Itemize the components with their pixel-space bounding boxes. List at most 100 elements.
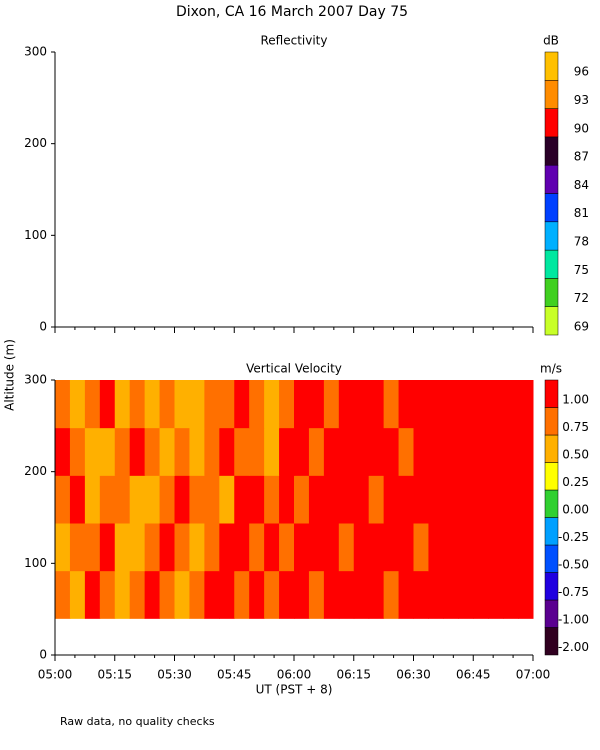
heatmap-cell — [294, 523, 310, 572]
heatmap-cell — [518, 570, 534, 619]
heatmap-cell — [264, 523, 280, 572]
heatmap-cell — [55, 523, 71, 572]
heatmap-cell — [338, 523, 355, 572]
colorbar-label: 96 — [574, 65, 589, 79]
x-tick-label: 05:30 — [157, 668, 192, 682]
heatmap-cell — [55, 380, 71, 429]
heatmap-cell — [264, 570, 280, 619]
colorbar-label: 87 — [574, 150, 589, 164]
heatmap-cell — [383, 475, 400, 524]
heatmap-cell — [264, 475, 280, 524]
heatmap-cell — [338, 427, 355, 476]
heatmap-cell — [294, 427, 310, 476]
heatmap-cell — [249, 427, 265, 476]
heatmap-cell — [413, 475, 429, 524]
heatmap-cell — [84, 475, 101, 524]
heatmap-cell — [159, 523, 175, 572]
heatmap-cell — [159, 427, 175, 476]
heatmap-cell — [114, 427, 131, 476]
heatmap-cell — [279, 523, 295, 572]
heatmap-cell — [219, 570, 235, 619]
x-tick-label: 06:00 — [277, 668, 312, 682]
heatmap-cell — [234, 380, 250, 429]
colorbar-label: 78 — [574, 234, 589, 248]
heatmap-cell — [69, 380, 86, 429]
heatmap-cell — [323, 523, 340, 572]
heatmap-cell — [443, 523, 459, 572]
heatmap-cell — [413, 523, 429, 572]
heatmap-cell — [308, 380, 325, 429]
colorbar-swatch — [544, 517, 559, 546]
colorbar-swatch — [544, 489, 559, 518]
heatmap-cell — [234, 475, 250, 524]
y-tick-label: 200 — [24, 136, 47, 150]
heatmap-cell — [428, 523, 444, 572]
heatmap-cell — [398, 475, 414, 524]
heatmap-cell — [443, 475, 459, 524]
heatmap-cell — [338, 570, 355, 619]
heatmap-cell — [279, 380, 295, 429]
heatmap-cell — [398, 380, 414, 429]
panel-title: Vertical Velocity — [246, 362, 342, 376]
heatmap-cell — [518, 380, 534, 429]
heatmap-cell — [368, 475, 385, 524]
heatmap-cell — [428, 380, 444, 429]
heatmap-cell — [308, 475, 325, 524]
heatmap-cell — [368, 427, 385, 476]
colorbar-label: 93 — [574, 93, 589, 107]
heatmap-cell — [279, 475, 295, 524]
heatmap-cell — [129, 523, 146, 572]
heatmap-cell — [383, 570, 400, 619]
x-tick-label: 05:15 — [97, 668, 132, 682]
heatmap-cell — [249, 523, 265, 572]
heatmap-cell — [114, 380, 131, 429]
heatmap-cell — [174, 427, 190, 476]
heatmap-cell — [129, 570, 146, 619]
heatmap-cell — [458, 523, 474, 572]
colorbar-label: 0.50 — [562, 447, 589, 461]
colorbar-swatch — [544, 434, 559, 463]
colorbar-label: 0.75 — [562, 420, 589, 434]
heatmap-cell — [308, 570, 325, 619]
heatmap-cell — [368, 380, 385, 429]
colorbar-swatch — [544, 379, 559, 408]
colorbar-swatch — [544, 108, 559, 138]
heatmap-cell — [458, 475, 474, 524]
heatmap-cell — [353, 380, 370, 429]
colorbar-swatch — [544, 80, 559, 109]
colorbar-swatch — [544, 136, 559, 166]
heatmap-cell — [383, 523, 400, 572]
y-tick-label: 100 — [24, 228, 47, 242]
heatmap-cell — [219, 380, 235, 429]
x-axis-label: UT (PST + 8) — [256, 683, 333, 697]
colorbar-swatch — [544, 278, 559, 307]
heatmap-cell — [219, 475, 235, 524]
heatmap-cell — [114, 475, 131, 524]
colorbar-title: dB — [543, 34, 559, 48]
heatmap-cell — [55, 475, 71, 524]
heatmap-cell — [114, 570, 131, 619]
heatmap-cell — [428, 475, 444, 524]
heatmap-cell — [159, 570, 175, 619]
heatmap-cell — [294, 570, 310, 619]
heatmap-cell — [473, 570, 489, 619]
heatmap-cell — [204, 570, 220, 619]
y-tick-label: 300 — [24, 373, 47, 387]
chart-title: Dixon, CA 16 March 2007 Day 75 — [176, 4, 408, 20]
colorbar-title: m/s — [540, 362, 562, 376]
colorbar-swatch — [544, 51, 559, 81]
x-tick-label: 07:00 — [516, 668, 551, 682]
y-axis-label: Altitude (m) — [3, 339, 17, 411]
heatmap-cell — [174, 475, 190, 524]
y-tick-label: 200 — [24, 464, 47, 478]
colorbar-swatch — [544, 306, 559, 336]
heatmap-cell — [338, 380, 355, 429]
heatmap-cell — [308, 523, 325, 572]
heatmap-cell — [234, 570, 250, 619]
heatmap-cell — [129, 475, 146, 524]
heatmap-cell — [279, 427, 295, 476]
heatmap-cell — [443, 570, 459, 619]
heatmap-cell — [189, 475, 205, 524]
heatmap-cell — [99, 380, 116, 429]
colorbar-swatch — [544, 544, 559, 573]
